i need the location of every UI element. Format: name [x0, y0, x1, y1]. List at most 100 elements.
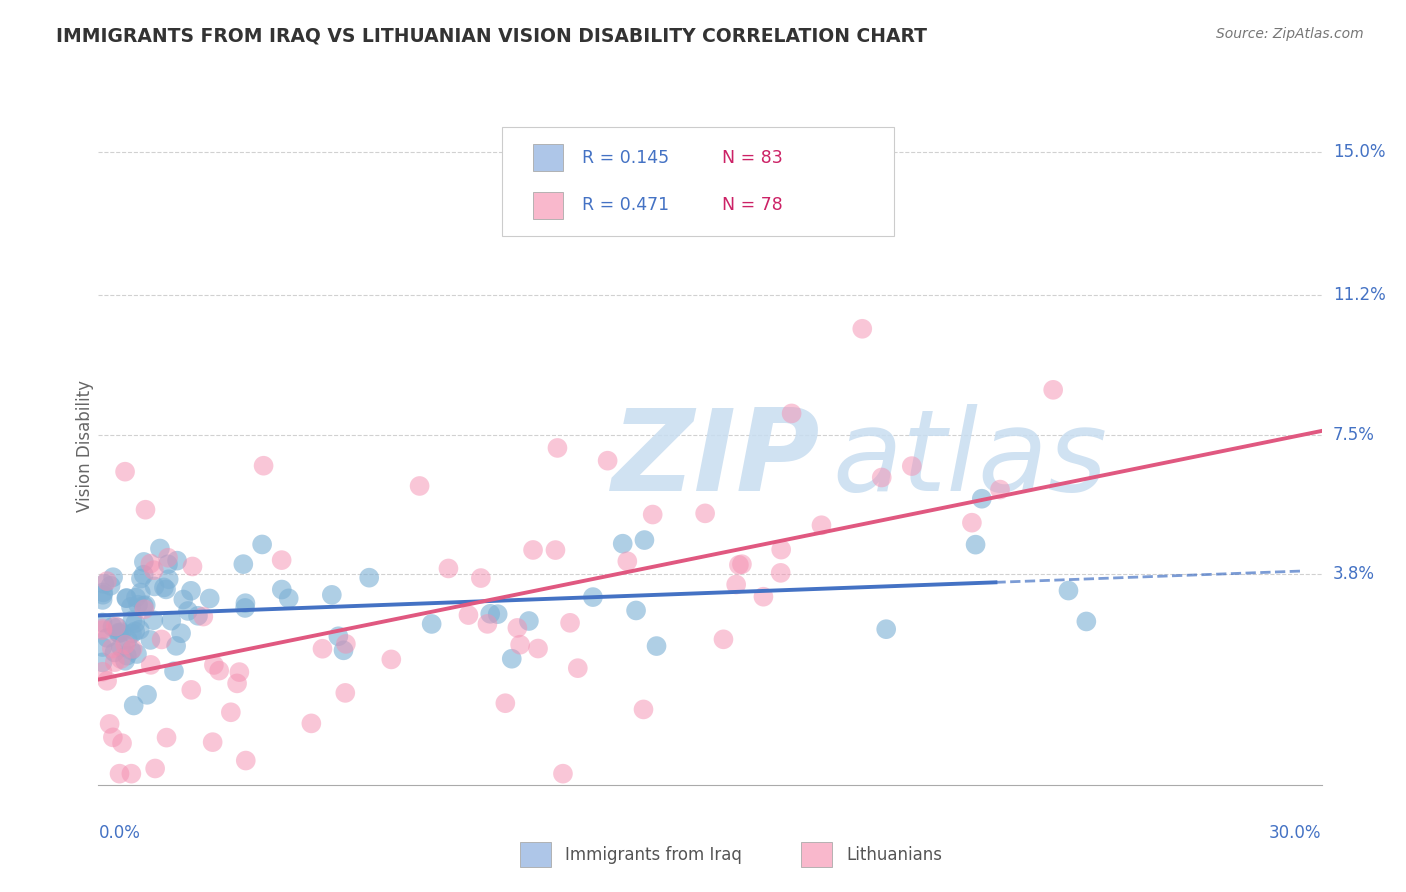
Point — [641, 508, 664, 522]
Point — [208, 664, 231, 678]
Point — [728, 558, 751, 572]
Point — [156, 558, 179, 572]
Point — [277, 591, 299, 606]
Text: R = 0.145: R = 0.145 — [582, 149, 669, 167]
Point — [170, 626, 193, 640]
Point — [335, 637, 357, 651]
Point — [142, 613, 165, 627]
Point — [582, 590, 605, 604]
Point — [544, 543, 567, 558]
Point — [107, 625, 129, 640]
Point — [558, 615, 581, 630]
Text: 15.0%: 15.0% — [1333, 144, 1385, 161]
Point — [875, 622, 897, 636]
Point — [121, 626, 143, 640]
Point — [107, 620, 129, 634]
Point — [150, 632, 173, 647]
Point — [91, 640, 114, 654]
Point — [157, 572, 180, 586]
Text: IMMIGRANTS FROM IRAQ VS LITHUANIAN VISION DISABILITY CORRELATION CHART: IMMIGRANTS FROM IRAQ VS LITHUANIAN VISIO… — [56, 27, 927, 45]
Point — [115, 591, 138, 606]
Point — [252, 458, 274, 473]
Point — [1042, 383, 1064, 397]
Point — [477, 616, 499, 631]
Point — [157, 550, 180, 565]
Text: 7.5%: 7.5% — [1333, 425, 1375, 443]
Point — [125, 647, 148, 661]
Point — [124, 616, 146, 631]
Point — [120, 599, 142, 614]
Point — [172, 592, 194, 607]
Point — [93, 577, 115, 591]
Point — [180, 583, 202, 598]
Point — [731, 557, 754, 571]
Point — [91, 588, 114, 602]
FancyBboxPatch shape — [502, 128, 894, 235]
Point — [143, 579, 166, 593]
Point — [104, 619, 127, 633]
Point — [108, 626, 131, 640]
Point — [124, 624, 146, 639]
Text: 30.0%: 30.0% — [1270, 824, 1322, 842]
Point — [960, 516, 983, 530]
Point — [437, 561, 460, 575]
Point — [101, 570, 124, 584]
Point — [193, 609, 215, 624]
Point — [187, 608, 209, 623]
Bar — [533, 192, 564, 219]
Point — [96, 631, 118, 645]
Point — [616, 554, 638, 568]
Point — [567, 661, 589, 675]
Point — [142, 563, 165, 577]
Text: R = 0.471: R = 0.471 — [582, 196, 669, 214]
Point — [612, 537, 634, 551]
Point — [546, 441, 568, 455]
Point — [134, 602, 156, 616]
Point — [136, 688, 159, 702]
Text: Immigrants from Iraq: Immigrants from Iraq — [565, 846, 742, 863]
Point — [128, 623, 150, 637]
Text: N = 83: N = 83 — [723, 149, 783, 167]
Point — [810, 518, 832, 533]
Point — [153, 581, 176, 595]
Point — [114, 465, 136, 479]
Point — [139, 557, 162, 571]
Point — [752, 590, 775, 604]
Point — [299, 716, 322, 731]
Point — [335, 686, 357, 700]
Text: ZIP: ZIP — [612, 404, 821, 515]
Point — [380, 652, 402, 666]
Point — [624, 603, 647, 617]
Point — [328, 629, 350, 643]
Point — [596, 453, 619, 467]
Point — [219, 706, 242, 720]
Point — [457, 608, 479, 623]
Point — [120, 766, 142, 780]
Point — [506, 621, 529, 635]
Point — [132, 567, 155, 582]
Point — [125, 591, 148, 605]
Point — [235, 596, 257, 610]
Point — [988, 483, 1011, 497]
Point — [202, 657, 225, 672]
Text: 0.0%: 0.0% — [98, 824, 141, 842]
Point — [165, 639, 187, 653]
Point — [270, 553, 292, 567]
Point — [91, 656, 114, 670]
Point — [110, 625, 132, 640]
Point — [155, 731, 177, 745]
Point — [479, 607, 502, 621]
Point — [494, 696, 516, 710]
Point — [108, 766, 131, 780]
Point — [1057, 583, 1080, 598]
Point — [332, 643, 354, 657]
Point — [121, 641, 143, 656]
Point — [420, 616, 443, 631]
Point — [114, 654, 136, 668]
Point — [250, 537, 273, 551]
Point — [228, 665, 250, 679]
Point — [111, 736, 134, 750]
Point — [110, 640, 132, 655]
Point — [91, 593, 114, 607]
Y-axis label: Vision Disability: Vision Disability — [76, 380, 94, 512]
